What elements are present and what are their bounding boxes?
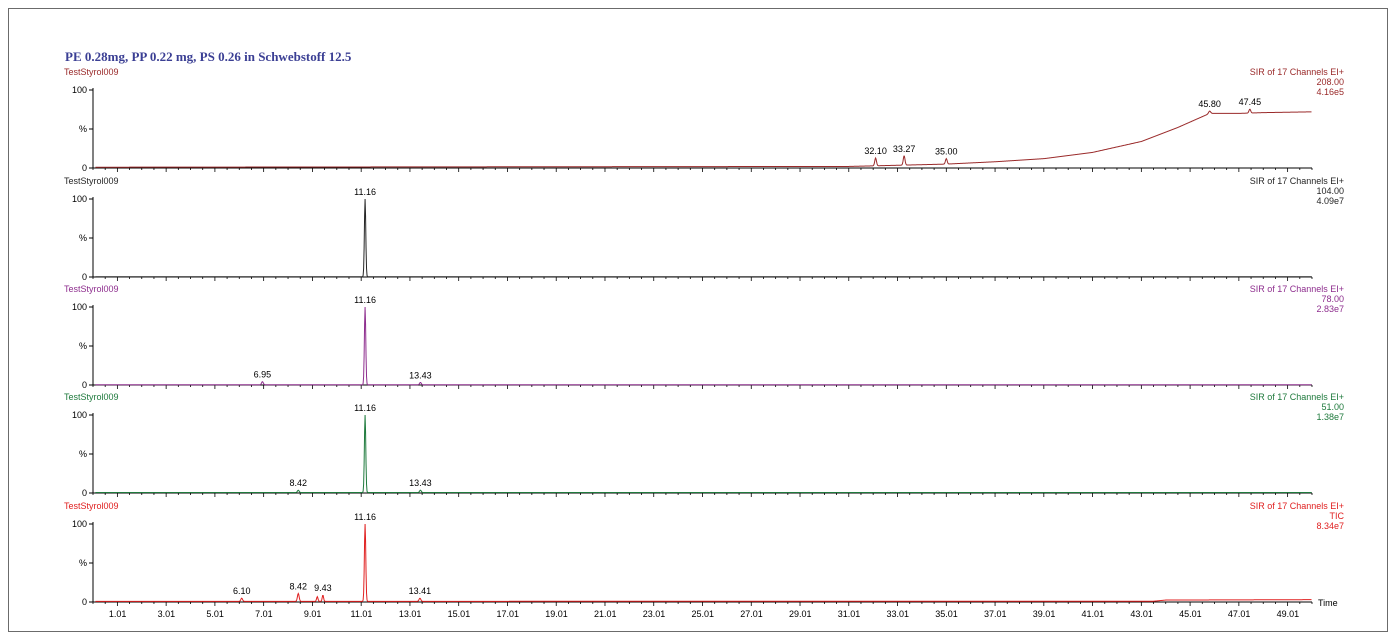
y-tick-label: %: [79, 558, 87, 568]
y-tick-label: %: [79, 341, 87, 351]
x-tick-label: 45.01: [1179, 609, 1202, 619]
peak-label: 45.80: [1198, 99, 1221, 109]
x-tick-label: 39.01: [1033, 609, 1056, 619]
peak-label: 13.43: [409, 478, 432, 488]
x-tick-label: 29.01: [789, 609, 812, 619]
x-tick-label: 13.01: [399, 609, 422, 619]
channel-label-2: 104.00: [1316, 186, 1344, 196]
x-tick-label: 25.01: [691, 609, 714, 619]
y-tick-label: %: [79, 449, 87, 459]
x-tick-label: 9.01: [304, 609, 322, 619]
x-axis-label: Time: [1318, 598, 1338, 608]
channel-label-3: 1.38e7: [1316, 412, 1344, 422]
chart-frame: [8, 8, 1388, 632]
panel-3: TestStyrol009 SIR of 17 Channels EI+78.00…: [64, 284, 1344, 390]
channel-label-2: TIC: [1330, 511, 1345, 521]
panel-2: TestStyrol009 SIR of 17 Channels EI+104.0…: [64, 176, 1344, 282]
trace-line: [95, 306, 1312, 386]
trace-line: [95, 108, 1312, 168]
y-tick-label: 100: [72, 302, 87, 312]
y-tick-label: 100: [72, 519, 87, 529]
peak-label: 6.10: [233, 586, 251, 596]
peak-label: 33.27: [893, 144, 916, 154]
x-tick-label: 37.01: [984, 609, 1007, 619]
peak-label: 8.42: [290, 478, 308, 488]
trace-line: [95, 414, 1312, 494]
x-tick-label: 15.01: [448, 609, 471, 619]
panel-1: TestStyrol009 SIR of 17 Channels EI+208.0…: [64, 67, 1344, 173]
y-tick-label: 0: [82, 597, 87, 607]
channel-label-1: SIR of 17 Channels EI+: [1250, 67, 1344, 77]
channel-label-1: SIR of 17 Channels EI+: [1250, 501, 1344, 511]
sample-name: TestStyrol009: [64, 501, 119, 511]
peak-label: 35.00: [935, 147, 958, 157]
peak-label: 47.45: [1239, 97, 1262, 107]
chart-title: PE 0.28mg, PP 0.22 mg, PS 0.26 in Schweb…: [65, 49, 352, 64]
trace-line: [95, 198, 1312, 278]
sample-name: TestStyrol009: [64, 176, 119, 186]
peak-label: 11.16: [354, 403, 376, 413]
channel-label-3: 4.09e7: [1316, 196, 1344, 206]
sample-name: TestStyrol009: [64, 392, 119, 402]
trace-line: [95, 523, 1312, 602]
x-tick-label: 21.01: [594, 609, 617, 619]
x-tick-label: 17.01: [496, 609, 519, 619]
y-tick-label: 0: [82, 380, 87, 390]
y-tick-label: 100: [72, 194, 87, 204]
y-tick-label: 0: [82, 163, 87, 173]
channel-label-2: 78.00: [1321, 294, 1344, 304]
peak-label: 8.42: [290, 582, 308, 592]
peak-label: 13.43: [409, 370, 432, 380]
x-tick-label: 5.01: [206, 609, 224, 619]
channel-label-3: 4.16e5: [1316, 87, 1344, 97]
peak-label: 9.43: [314, 583, 332, 593]
x-tick-label: 3.01: [158, 609, 176, 619]
channel-label-3: 8.34e7: [1316, 521, 1344, 531]
x-tick-label: 27.01: [740, 609, 763, 619]
x-tick-label: 41.01: [1082, 609, 1105, 619]
x-tick-label: 19.01: [545, 609, 568, 619]
channel-label-3: 2.83e7: [1316, 304, 1344, 314]
channel-label-1: SIR of 17 Channels EI+: [1250, 284, 1344, 294]
x-tick-label: 49.01: [1277, 609, 1300, 619]
channel-label-2: 208.00: [1316, 77, 1344, 87]
peak-label: 32.10: [864, 146, 887, 156]
peak-label: 11.16: [354, 187, 376, 197]
sample-name: TestStyrol009: [64, 284, 119, 294]
peak-label: 13.41: [409, 586, 432, 596]
y-tick-label: 100: [72, 410, 87, 420]
channel-label-1: SIR of 17 Channels EI+: [1250, 176, 1344, 186]
x-tick-labels: 1.01 3.01 5.01 7.01 9.01 11.01 13.01 15.01 17.01…: [109, 598, 1338, 619]
peak-label: 11.16: [354, 512, 376, 522]
panel-5: TestStyrol009 SIR of 17 Channels EI+TIC8.…: [64, 501, 1344, 607]
peak-label: 11.16: [354, 295, 376, 305]
x-tick-label: 43.01: [1130, 609, 1153, 619]
x-tick-label: 47.01: [1228, 609, 1251, 619]
x-tick-label: 1.01: [109, 609, 127, 619]
x-tick-label: 11.01: [350, 609, 372, 619]
x-tick-label: 23.01: [643, 609, 666, 619]
y-tick-label: %: [79, 233, 87, 243]
y-tick-label: 100: [72, 85, 87, 95]
x-tick-label: 7.01: [255, 609, 273, 619]
channel-label-1: SIR of 17 Channels EI+: [1250, 392, 1344, 402]
channel-label-2: 51.00: [1321, 402, 1344, 412]
peak-label: 6.95: [254, 370, 272, 380]
x-tick-label: 33.01: [887, 609, 910, 619]
panel-4: TestStyrol009 SIR of 17 Channels EI+51.00…: [64, 392, 1344, 498]
x-tick-label: 35.01: [935, 609, 958, 619]
sample-name: TestStyrol009: [64, 67, 119, 77]
y-tick-label: %: [79, 124, 87, 134]
y-tick-label: 0: [82, 488, 87, 498]
y-tick-label: 0: [82, 272, 87, 282]
x-tick-label: 31.01: [838, 609, 861, 619]
